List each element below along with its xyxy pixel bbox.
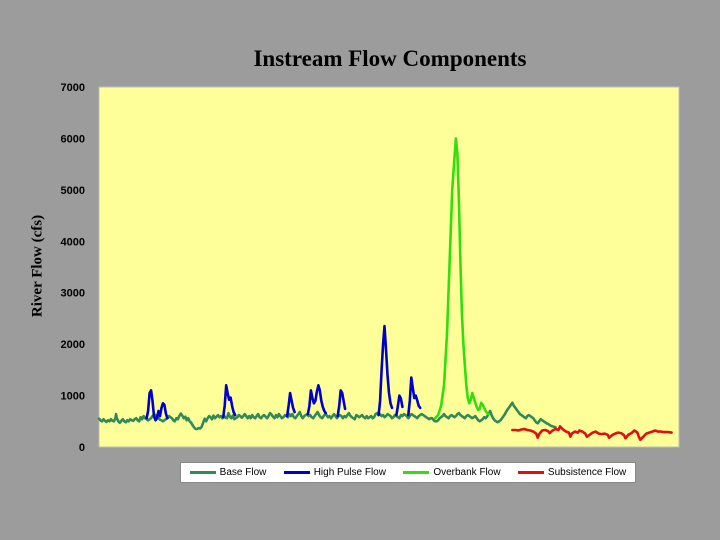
legend-label: High Pulse Flow [313,467,386,478]
legend-label: Subsistence Flow [547,467,627,478]
legend-item: Base Flow [189,467,267,478]
y-tick-label: 7000 [61,82,85,94]
legend-label: Base Flow [219,467,267,478]
legend-item: High Pulse Flow [283,467,386,478]
legend-item: Overbank Flow [403,467,501,478]
y-tick-label: 2000 [61,339,85,351]
legend-swatch [403,471,430,474]
series-line-high-pulse-flow [395,394,404,417]
y-tick-label: 5000 [61,185,85,197]
legend-swatch [189,471,216,474]
y-tick-label: 3000 [61,288,85,300]
series-line-subsistence-flow [511,425,673,442]
series-line-high-pulse-flow [306,384,328,416]
chart-title: Instream Flow Components [253,46,527,71]
y-tick-label: 0 [79,442,85,454]
series-line-high-pulse-flow [407,376,422,417]
y-tick-label: 1000 [61,391,85,403]
legend-swatch [517,471,544,474]
y-tick-label: 6000 [61,133,85,145]
series-line-high-pulse-flow [336,389,347,418]
series-line-base-flow [97,401,557,431]
series-line-overbank-flow [433,137,490,420]
series-line-high-pulse-flow [285,391,296,418]
legend: Base Flow High Pulse Flow Overbank Flow Sub… [180,462,636,483]
y-ticks: 0 1000 2000 3000 4000 5000 6000 7000 [61,82,85,454]
legend-item: Subsistence Flow [517,467,627,478]
y-tick-label: 4000 [61,236,85,248]
series-line-high-pulse-flow [377,324,394,417]
legend-label: Overbank Flow [433,467,501,478]
series-line-high-pulse-flow [221,384,237,419]
series-group [97,137,673,442]
series-line-high-pulse-flow [145,389,169,422]
legend-swatch [283,471,310,474]
